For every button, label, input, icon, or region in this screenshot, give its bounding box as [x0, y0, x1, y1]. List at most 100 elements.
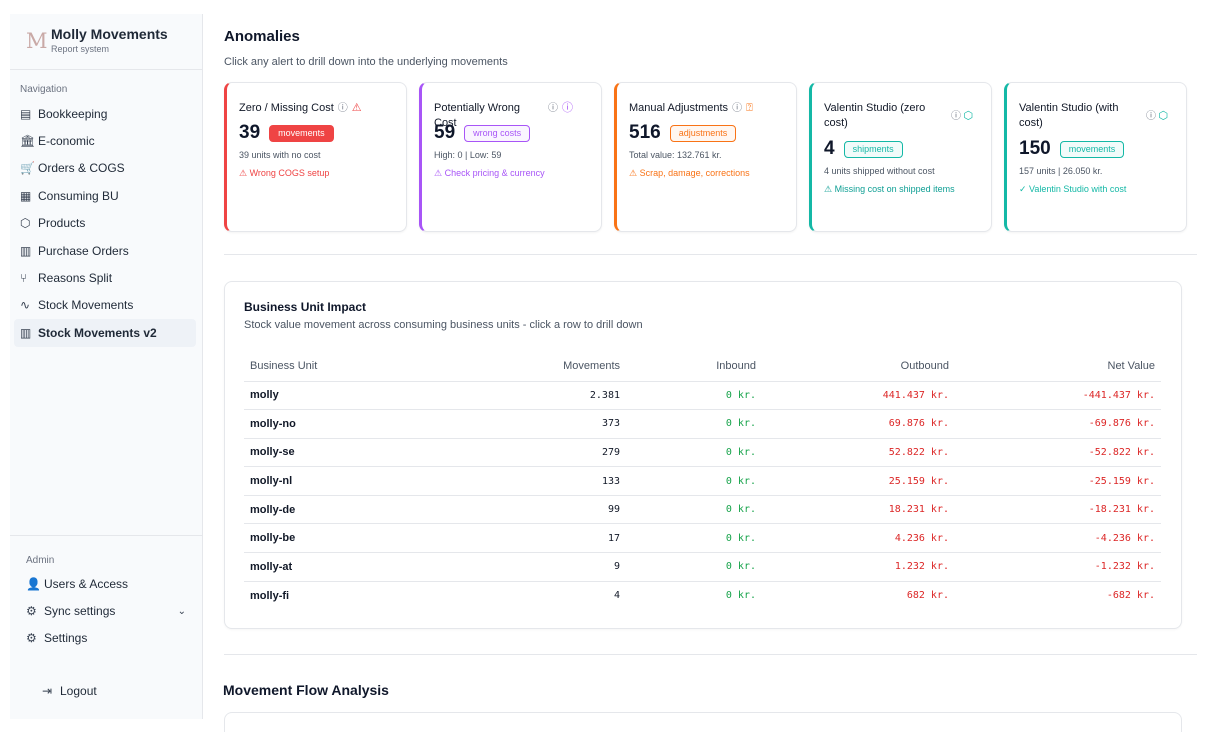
card-detail: 39 units with no cost: [239, 150, 321, 160]
cell-outbound: 52.822 kr.: [762, 438, 955, 468]
cell-outbound: 4.236 kr.: [762, 523, 955, 554]
cell-outbound: 69.876 kr.: [762, 409, 955, 439]
admin-item-users-access[interactable]: 👤 Users & Access: [14, 570, 196, 597]
logout-button[interactable]: ⇥ Logout: [18, 677, 191, 704]
cell-business-unit: molly-de: [244, 495, 534, 525]
cell-inbound: 0 kr.: [626, 381, 762, 411]
cell-business-unit: molly-at: [244, 552, 534, 582]
brand-subtitle: Report system: [51, 44, 110, 54]
card-warning: ⚠ Wrong COGS setup: [239, 168, 330, 178]
cell-inbound: 0 kr.: [626, 552, 762, 582]
table-row[interactable]: molly-fi 4 0 kr. 682 kr. -682 kr.: [244, 581, 1161, 610]
admin-item-sync-settings[interactable]: ⚙ Sync settings ⌄: [14, 597, 196, 624]
col-business-unit[interactable]: Business Unit: [244, 351, 534, 382]
card-badge: shipments: [843, 140, 903, 158]
bar-chart-icon: ▥: [20, 325, 32, 340]
card-value-row: 150 movements: [1019, 135, 1174, 163]
card-value-row: 59 wrong costs: [434, 119, 589, 147]
table-row[interactable]: molly-at 9 0 kr. 1.232 kr. -1.232 kr.: [244, 552, 1161, 582]
warning-triangle-icon: ⚠: [351, 102, 362, 114]
main-content: Anomalies Click any alert to drill down …: [203, 14, 1207, 732]
sidebar-item-purchase-orders[interactable]: ▥ Purchase Orders: [14, 237, 196, 264]
movement-flow-panel: [224, 712, 1182, 732]
cell-net-value: -441.437 kr.: [955, 381, 1161, 411]
col-outbound[interactable]: Outbound: [762, 351, 955, 382]
table-row[interactable]: molly-nl 133 0 kr. 25.159 kr. -25.159 kr.: [244, 466, 1161, 496]
bu-title: Business Unit Impact: [244, 300, 367, 314]
cell-movements: 4: [613, 590, 620, 602]
card-badge: movements: [1059, 140, 1125, 158]
sidebar-item-orders-cogs[interactable]: 🛒 Orders & COGS: [14, 155, 196, 182]
col-inbound[interactable]: Inbound: [626, 351, 762, 382]
alert-file-icon: ⍰: [746, 102, 753, 114]
bu-subtitle: Stock value movement across consuming bu…: [244, 319, 643, 331]
cell-movements: 9: [534, 552, 626, 582]
bu-table: Business Unit Movements Inbound Outbound…: [244, 351, 1161, 610]
info-icon[interactable]: ⓘ: [548, 103, 558, 114]
split-icon: ⑂: [20, 271, 28, 286]
bar-chart-icon: ▥: [20, 243, 32, 258]
section-divider: [224, 654, 1197, 655]
brand[interactable]: M Molly Movements Report system: [10, 14, 202, 70]
package-icon: ⬡: [963, 110, 973, 122]
app-shell: M Molly Movements Report system Navigati…: [10, 14, 1207, 732]
card-value-row: 39 movements: [239, 119, 394, 147]
col-net-value[interactable]: Net Value: [955, 351, 1161, 382]
table-row[interactable]: molly-be 17 0 kr. 4.236 kr. -4.236 kr.: [244, 523, 1161, 554]
cell-outbound: 25.159 kr.: [762, 466, 955, 496]
card-title: Zero / Missing Cost: [239, 102, 334, 114]
brand-logo: M: [26, 29, 48, 53]
anomaly-card[interactable]: Zero / Missing Cost ⓘ ⚠ 39 movements 39 units…: [224, 82, 407, 232]
card-badge: wrong costs: [464, 124, 531, 142]
sidebar: M Molly Movements Report system Navigati…: [10, 14, 203, 719]
table-row[interactable]: molly-de 99 0 kr. 18.231 kr. -18.231 kr.: [244, 495, 1161, 525]
col-movements[interactable]: Movements: [534, 351, 626, 382]
card-title-row: Manual Adjustments ⓘ ⍰: [629, 101, 784, 117]
table-row[interactable]: molly-no 373 0 kr. 69.876 kr. -69.876 kr.: [244, 409, 1161, 439]
anomaly-cards: Zero / Missing Cost ⓘ ⚠ 39 movements 39 units…: [224, 82, 1187, 232]
sidebar-item-label: Stock Movements v2: [38, 325, 157, 340]
table-row[interactable]: molly 2.381 0 kr. 441.437 kr. -441.437 kr.: [244, 381, 1161, 411]
sidebar-item-e-conomic[interactable]: 🏛 E-conomic: [14, 127, 196, 154]
anomaly-card[interactable]: Potentially Wrong Cost ⓘ ⓘ 59 wrong costs Hig…: [419, 82, 602, 232]
sidebar-item-label: Reasons Split: [38, 271, 113, 286]
cell-outbound: 441.437 kr.: [762, 381, 955, 411]
sidebar-item-products[interactable]: ⬡ Products: [14, 210, 196, 237]
anomaly-card[interactable]: Valentin Studio (with cost) ⓘ ⬡ 150 movement…: [1004, 82, 1187, 232]
sidebar-item-consuming-bu[interactable]: ▦ Consuming BU: [14, 182, 196, 209]
card-detail: 4 units shipped without cost: [824, 166, 935, 176]
sidebar-item-stock-movements-v2[interactable]: ▥ Stock Movements v2: [14, 319, 196, 347]
card-value: 4: [824, 138, 835, 159]
info-icon[interactable]: ⓘ: [337, 103, 348, 114]
info-icon[interactable]: ⓘ: [1146, 111, 1156, 122]
cell-net-value: -682 kr.: [1106, 590, 1155, 602]
sidebar-item-label: Consuming BU: [38, 188, 119, 203]
card-detail: Total value: 132.761 kr.: [629, 150, 722, 160]
sidebar-item-stock-movements[interactable]: ∿ Stock Movements: [14, 292, 196, 319]
card-value: 150: [1019, 138, 1051, 159]
anomaly-card[interactable]: Manual Adjustments ⓘ ⍰ 516 adjustments Total …: [614, 82, 797, 232]
info-icon[interactable]: ⓘ: [732, 103, 743, 114]
card-title: Potentially Wrong Cost: [434, 102, 521, 129]
cell-business-unit: molly-nl: [244, 466, 534, 496]
admin-item-settings[interactable]: ⚙ Settings: [14, 625, 196, 652]
table-row[interactable]: molly-se 279 0 kr. 52.822 kr. -52.822 kr.: [244, 438, 1161, 468]
sidebar-item-bookkeeping[interactable]: ▤ Bookkeeping: [14, 100, 196, 127]
cell-business-unit: molly-no: [244, 409, 534, 439]
bu-table-body: molly 2.381 0 kr. 441.437 kr. -441.437 kr. mo…: [244, 381, 1161, 610]
anomaly-card[interactable]: Valentin Studio (zero cost) ⓘ ⬡ 4 shipments 4…: [809, 82, 992, 232]
card-value: 39: [239, 122, 261, 143]
gear-icon: ⚙: [26, 604, 37, 619]
card-title-row: Zero / Missing Cost ⓘ ⚠: [239, 101, 394, 117]
business-unit-impact-panel: Business Unit Impact Stock value movemen…: [224, 281, 1182, 629]
cell-business-unit: molly: [244, 381, 534, 411]
info-icon[interactable]: ⓘ: [951, 111, 961, 122]
sidebar-item-reasons-split[interactable]: ⑂ Reasons Split: [14, 264, 196, 291]
card-warning: ⚠ Scrap, damage, corrections: [629, 168, 750, 178]
alert-circle-icon: ⓘ: [562, 102, 573, 114]
cell-business-unit: molly-se: [244, 438, 534, 468]
sidebar-item-label: E-conomic: [38, 134, 95, 149]
card-warning: ⚠ Missing cost on shipped items: [824, 184, 955, 194]
chevron-down-icon[interactable]: ⌄: [177, 605, 186, 617]
cell-net-value: -1.232 kr.: [955, 552, 1161, 582]
